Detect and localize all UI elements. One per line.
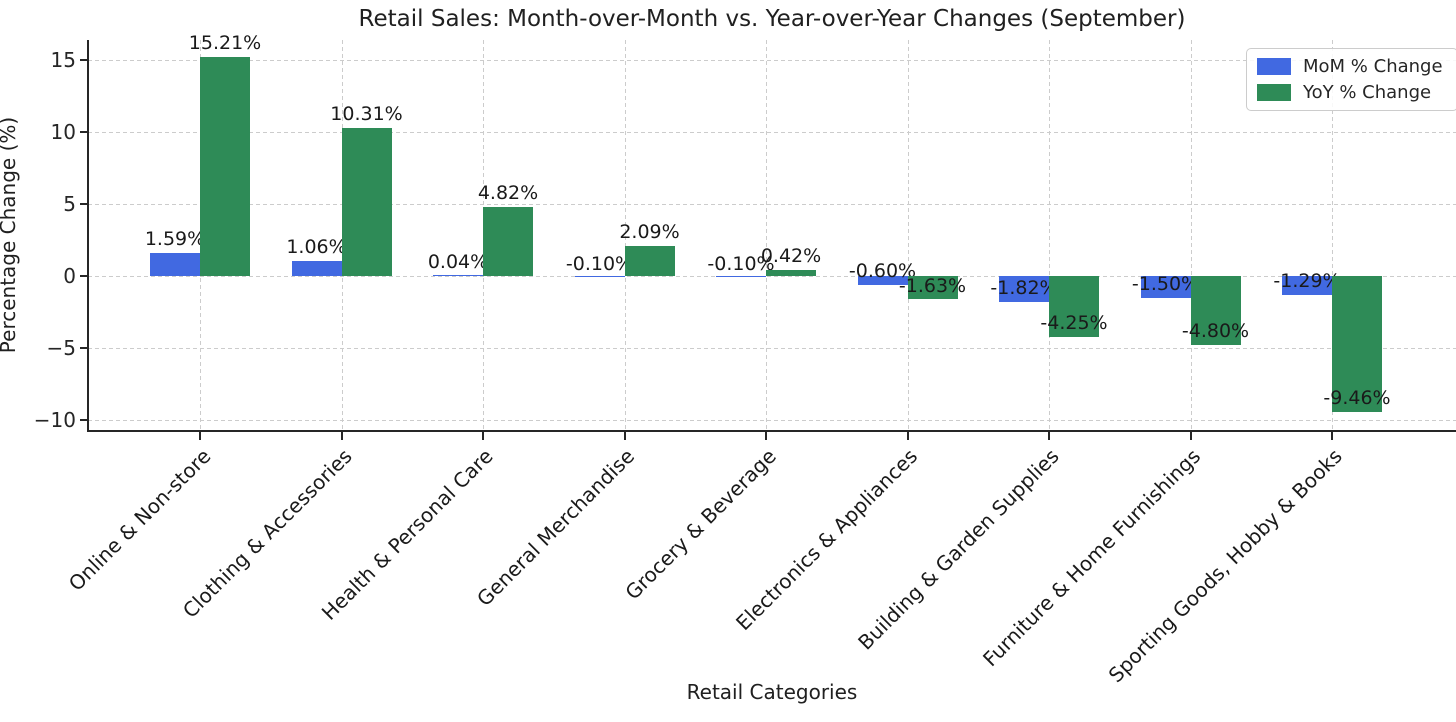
x-axis-spine [87, 430, 1456, 432]
chart-title: Retail Sales: Month-over-Month vs. Year-… [358, 6, 1186, 32]
legend-swatch-mom [1257, 58, 1291, 75]
legend-label-yoy: YoY % Change [1303, 82, 1432, 103]
bar-yoy [483, 206, 533, 276]
x-tick-mark [906, 432, 909, 440]
bar-yoy [1190, 276, 1241, 346]
bar-value-label: -1.82% [990, 277, 1058, 300]
v-gridline [624, 40, 626, 430]
bar-yoy [907, 276, 958, 300]
bar-mom [999, 276, 1049, 303]
bar-yoy [1332, 276, 1382, 413]
h-gridline [88, 276, 1456, 277]
bar-value-label: 1.59% [144, 228, 206, 251]
bar-value-label: -9.46% [1323, 387, 1391, 410]
bar-value-label: -1.29% [1273, 269, 1341, 292]
bar-value-label: 1.06% [286, 235, 347, 258]
bar-mom [716, 276, 766, 278]
y-tick-label: −10 [33, 408, 76, 432]
x-tick-label: Grocery & Beverage [620, 444, 781, 605]
legend: MoM % Change YoY % Change [1246, 48, 1456, 111]
x-tick-label: General Merchandise [472, 444, 640, 611]
bar-value-label: -0.60% [848, 259, 917, 282]
y-tick-mark [80, 203, 88, 205]
x-tick-mark [1048, 432, 1050, 440]
y-tick-label: 0 [63, 264, 76, 288]
bar-mom [150, 253, 200, 276]
bar-yoy [766, 269, 816, 276]
h-gridline [88, 132, 1456, 133]
x-tick-mark [340, 432, 343, 440]
bar-yoy [341, 127, 392, 276]
x-tick-label: Sporting Goods, Hobby & Books [1103, 444, 1347, 688]
h-gridline [88, 204, 1456, 205]
y-tick-mark [80, 347, 88, 349]
x-tick-label: Online & Non-store [63, 444, 215, 596]
h-gridline [88, 420, 1456, 421]
legend-label-mom: MoM % Change [1303, 56, 1443, 77]
y-tick-label: −5 [46, 336, 76, 360]
v-gridline [1049, 40, 1050, 430]
x-tick-mark [199, 432, 201, 440]
legend-item-mom: MoM % Change [1257, 56, 1443, 77]
x-tick-mark [1331, 432, 1333, 440]
bar-value-label: 0.04% [427, 250, 489, 273]
y-tick-mark [80, 275, 88, 277]
bar-yoy [624, 245, 675, 276]
y-tick-mark [80, 419, 88, 421]
v-gridline [907, 40, 909, 430]
bar-mom [1140, 276, 1191, 298]
bar-mom [1282, 276, 1332, 295]
bar-value-label: 4.82% [477, 181, 539, 204]
x-axis-label: Retail Categories [686, 680, 858, 704]
bar-mom [291, 260, 342, 276]
h-gridline [88, 60, 1456, 61]
v-gridline [1190, 40, 1192, 430]
bar-value-label: -0.10% [565, 252, 634, 275]
bar-value-label: 15.21% [188, 32, 262, 55]
bar-yoy [200, 56, 250, 276]
bar-value-label: -0.10% [707, 252, 775, 275]
y-tick-label: 10 [50, 120, 76, 144]
bar-value-label: 10.31% [330, 102, 403, 125]
y-tick-mark [80, 131, 88, 133]
bar-value-label: 0.42% [760, 245, 822, 268]
x-tick-mark [1189, 432, 1192, 440]
y-axis-label: Percentage Change (%) [0, 116, 20, 354]
x-tick-mark [765, 432, 767, 440]
v-gridline [766, 40, 767, 430]
y-tick-mark [80, 59, 88, 61]
x-tick-mark [482, 432, 484, 440]
bar-mom [574, 276, 625, 278]
legend-swatch-yoy [1257, 84, 1291, 101]
h-gridline [88, 348, 1456, 349]
bar-value-label: -1.50% [1131, 272, 1200, 295]
legend-item-yoy: YoY % Change [1257, 82, 1443, 103]
y-tick-label: 15 [50, 48, 76, 72]
bar-value-label: -1.63% [898, 274, 967, 297]
y-axis-spine [87, 40, 89, 432]
bar-value-label: -4.25% [1040, 312, 1108, 335]
bar-yoy [1049, 276, 1099, 338]
bar-mom [857, 276, 908, 285]
x-tick-mark [623, 432, 626, 440]
bar-mom [433, 275, 483, 277]
bar-value-label: 2.09% [619, 220, 680, 243]
y-tick-label: 5 [63, 192, 76, 216]
bar-value-label: -4.80% [1181, 320, 1250, 343]
v-gridline [1332, 40, 1333, 430]
